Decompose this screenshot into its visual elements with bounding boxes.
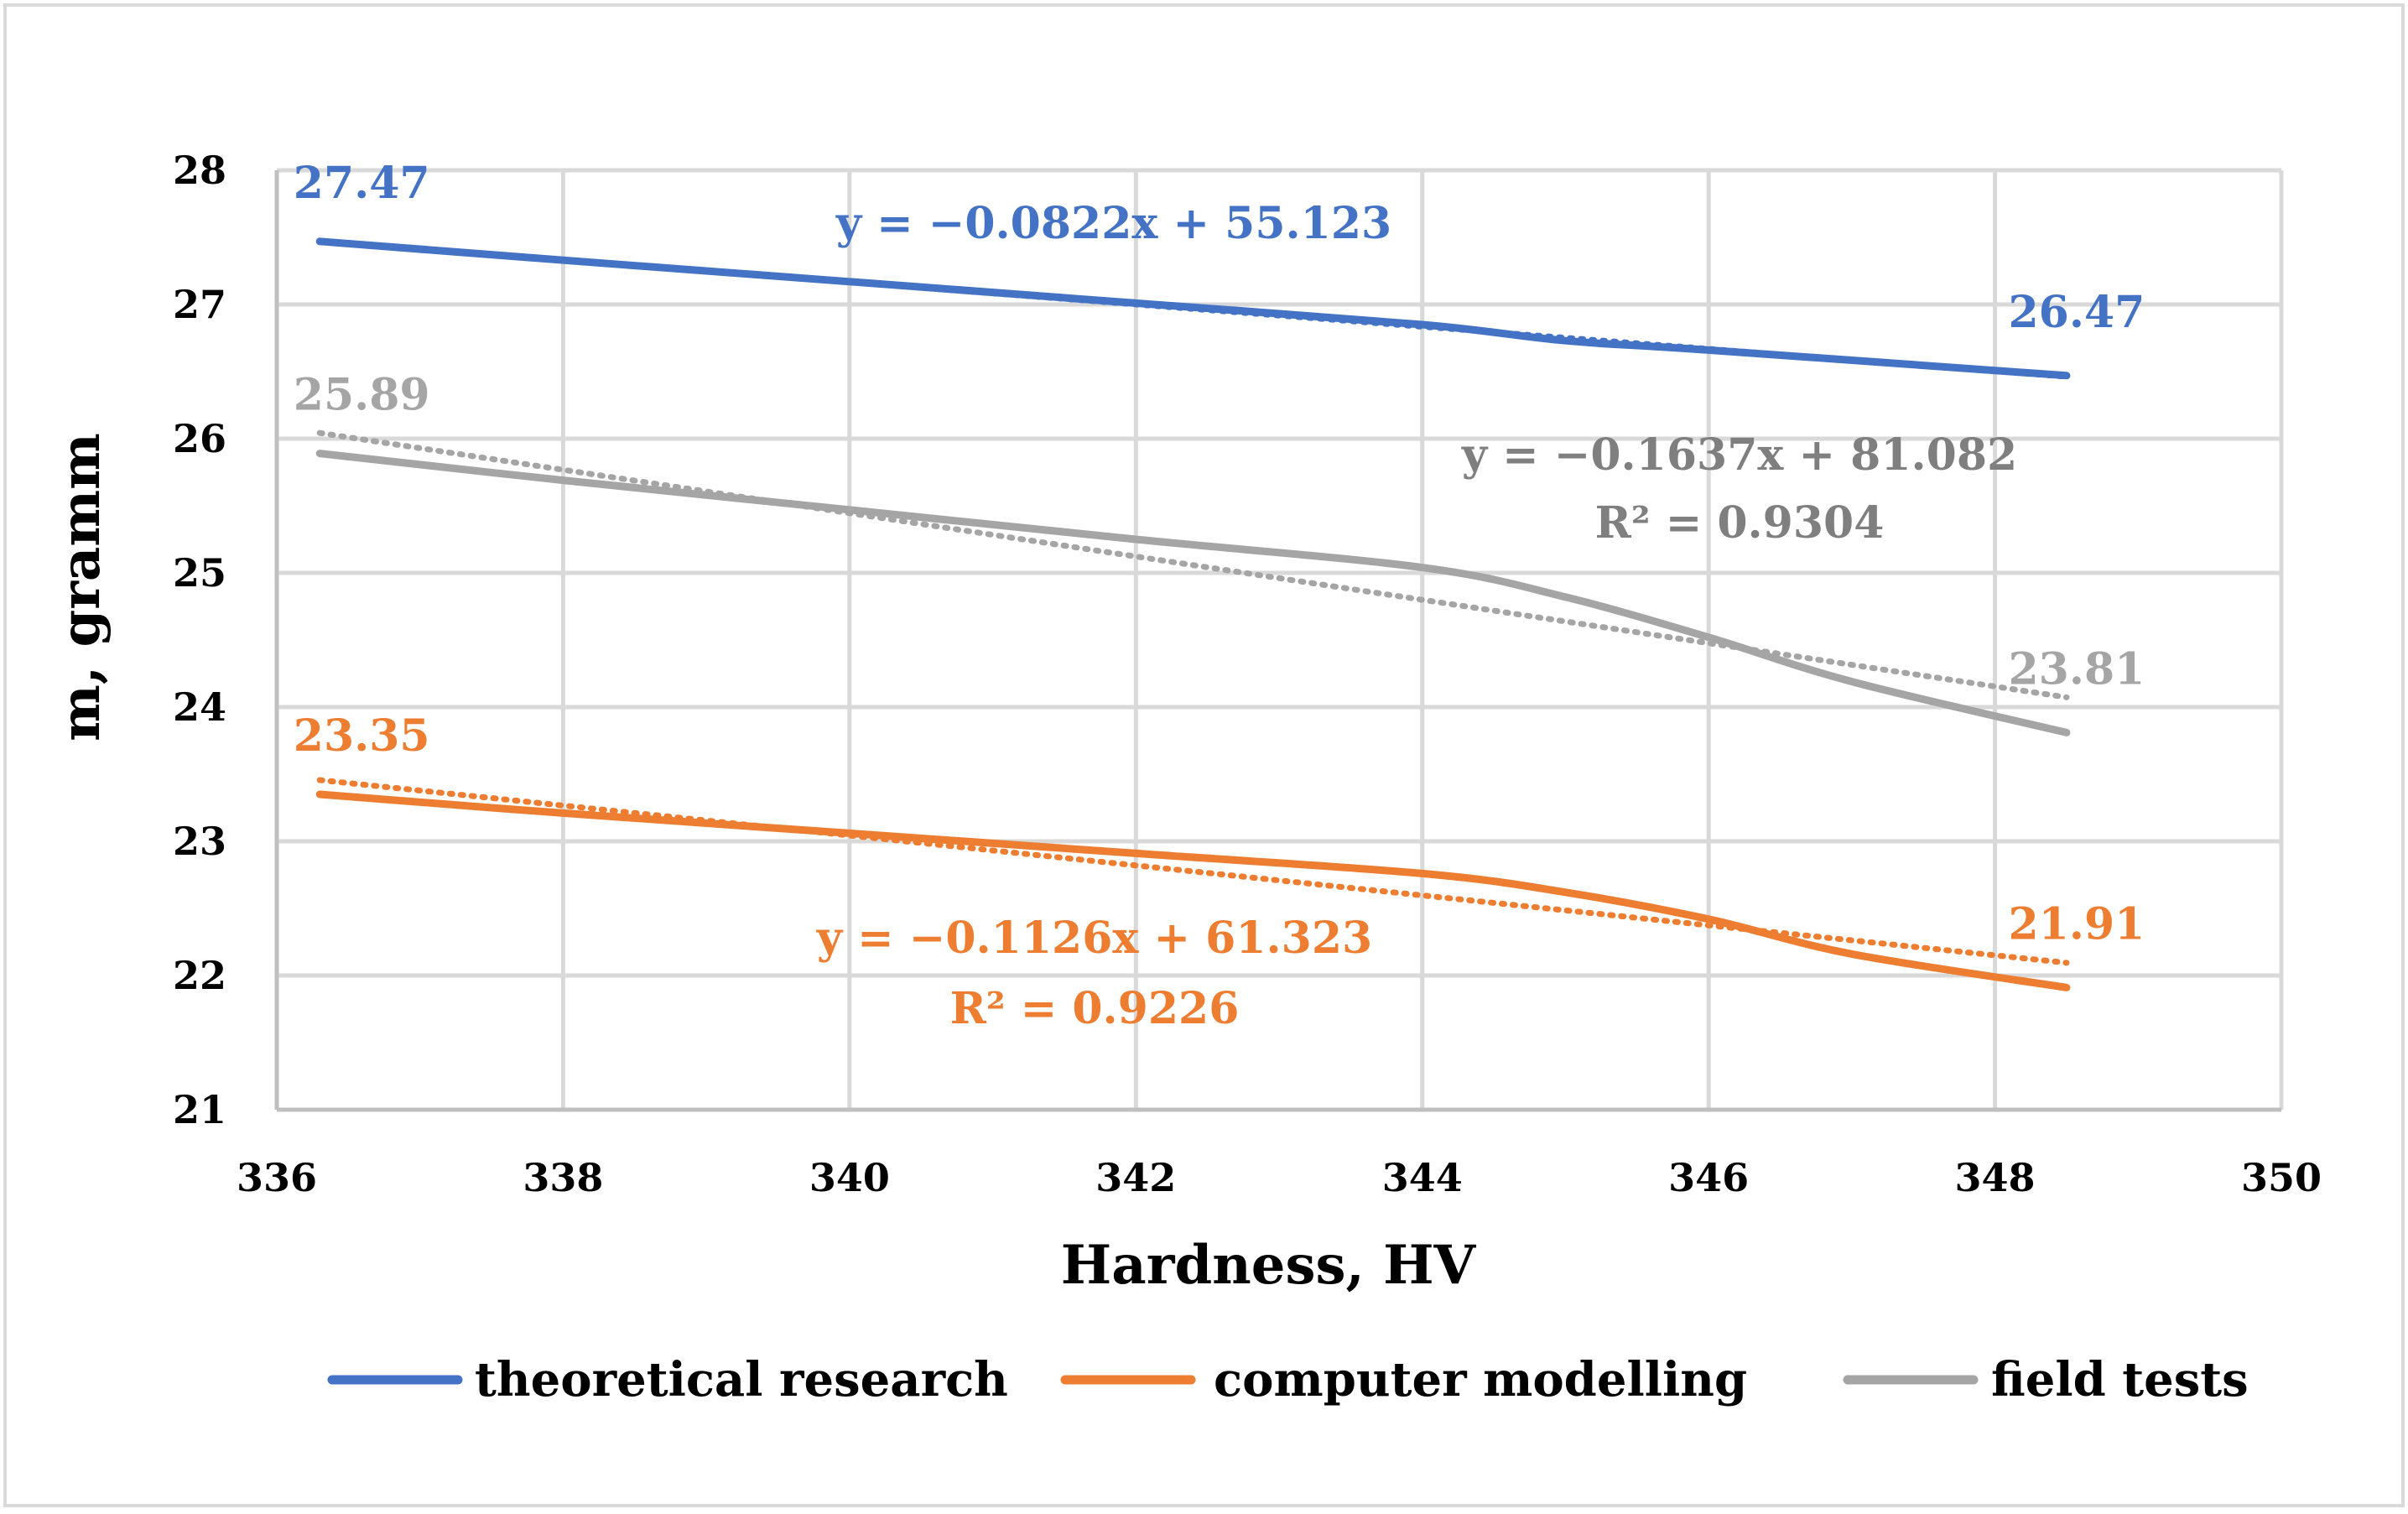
data-label-first-2: 25.89	[294, 370, 430, 421]
y-tick-label: 25	[173, 550, 226, 596]
x-axis-title: Hardness, HV	[1061, 1234, 1477, 1297]
x-tick-label: 336	[237, 1155, 317, 1200]
trendline-equation-0: y = −0.0822x + 55.123	[835, 198, 1391, 249]
legend-label-2: field tests	[1991, 1352, 2249, 1407]
data-label-first-1: 23.35	[294, 710, 430, 762]
x-tick-label: 340	[809, 1155, 890, 1200]
line-chart: 336 338 340 342 344 346 348 350 21 22 23 24 25 26 27 28…	[0, 0, 2408, 1511]
y-tick-label: 26	[173, 416, 226, 461]
y-tick-label: 23	[173, 819, 226, 864]
x-tick-label: 342	[1095, 1155, 1176, 1200]
data-label-last-1: 21.91	[2009, 898, 2145, 950]
x-tick-label: 338	[523, 1155, 603, 1200]
y-tick-label: 22	[173, 953, 226, 998]
chart-container: 336 338 340 342 344 346 348 350 21 22 23 24 25 26 27 28…	[0, 0, 2408, 1511]
x-tick-label: 344	[1382, 1155, 1463, 1200]
data-label-last-2: 23.81	[2009, 643, 2145, 695]
legend-label-1: computer modelling	[1214, 1352, 1747, 1407]
x-tick-label: 348	[1955, 1155, 2036, 1200]
trendline-r2-2: R² = 0.9304	[1595, 497, 1885, 549]
y-tick-label: 27	[173, 282, 226, 327]
trendline-r2-1: R² = 0.9226	[950, 983, 1240, 1034]
x-tick-label: 350	[2241, 1155, 2322, 1200]
trendline-equation-2: y = −0.1637x + 81.082	[1461, 429, 2017, 481]
y-axis-title: m, gramm	[49, 433, 112, 741]
y-tick-label: 21	[173, 1087, 226, 1132]
trendline-equation-1: y = −0.1126x + 61.323	[816, 913, 1372, 964]
y-tick-label: 28	[173, 148, 226, 193]
data-label-last-0: 26.47	[2009, 287, 2145, 338]
y-tick-label: 24	[173, 684, 226, 730]
data-label-first-0: 27.47	[294, 158, 430, 209]
x-tick-label: 346	[1668, 1155, 1749, 1200]
legend-label-0: theoretical research	[475, 1352, 1008, 1407]
